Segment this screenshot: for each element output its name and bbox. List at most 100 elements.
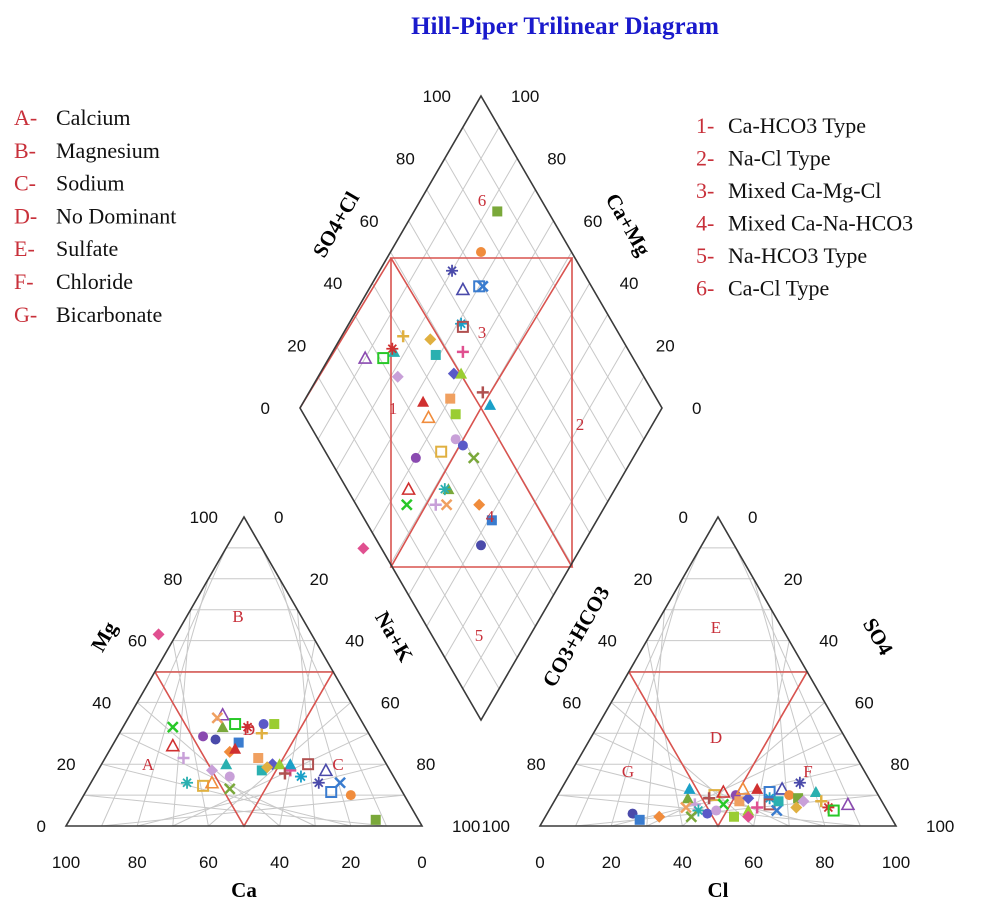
anion-data-point <box>770 804 783 817</box>
cation-data-point <box>261 761 274 774</box>
cation-data-point <box>241 721 254 734</box>
anion-zone-lines <box>628 671 809 828</box>
cation-zone-b: B <box>232 607 243 626</box>
cation-right-axis-label: Na+K <box>370 607 418 666</box>
diamond-right-tick: 100 <box>511 87 539 106</box>
cation-data-point <box>216 721 229 733</box>
anion-right-tick: 80 <box>890 755 909 774</box>
anion-right-tick: 20 <box>784 570 803 589</box>
diamond-left-tick: 20 <box>287 337 306 356</box>
legend-cation-key: C- <box>14 171 36 196</box>
diamond-data-point <box>440 498 453 511</box>
anion-zone-g: G <box>622 762 634 781</box>
diamond-left-tick: 0 <box>261 399 270 418</box>
anion-zone-d: D <box>710 728 722 747</box>
diamond-data-point <box>476 280 489 293</box>
diamond-data-point <box>455 281 471 296</box>
cation-data-point <box>345 790 356 801</box>
cation-zone-c: C <box>332 755 343 774</box>
diamond-grid-line <box>317 126 500 440</box>
legend-type-label: Ca-Cl Type <box>728 276 829 301</box>
anion-data-point <box>773 796 784 807</box>
diamond-right-tick: 20 <box>656 337 675 356</box>
cation-data-point <box>312 776 325 789</box>
diamond-data-point <box>377 352 390 365</box>
anion-data-point <box>815 795 828 808</box>
diamond-left-tick: 100 <box>423 87 451 106</box>
diamond-right-tick: 60 <box>583 212 602 231</box>
legend-type-key: 5- <box>696 243 714 268</box>
diamond-data-point <box>476 386 489 399</box>
cation-data-point <box>284 758 297 770</box>
diamond-data-point <box>400 498 413 511</box>
anion-right-tick: 100 <box>926 817 954 836</box>
diamond-data-point <box>438 483 451 496</box>
legend-type-label: Mixed Ca-Mg-Cl <box>728 178 881 203</box>
diamond-grid-line <box>353 189 536 502</box>
cation-data-point <box>205 764 218 777</box>
diamond-data-point <box>473 280 486 293</box>
cation-bottom-tick: 20 <box>341 853 360 872</box>
anion-data-point <box>797 795 810 808</box>
anion-data-point <box>711 805 722 816</box>
cation-left-tick: 100 <box>190 508 218 527</box>
anion-data-point <box>784 790 795 801</box>
diamond-right-axis-label: Ca+Mg <box>601 189 656 260</box>
cation-zone-lines <box>154 671 335 828</box>
diamond-data-point <box>421 409 436 424</box>
cation-data-point <box>220 758 233 770</box>
cation-left-tick: 40 <box>92 693 111 712</box>
anion-left-tick: 0 <box>679 508 688 527</box>
diamond-data-point <box>450 434 461 445</box>
cation-data-point <box>181 776 194 789</box>
cation-data-point <box>223 783 236 795</box>
anion-data-point <box>793 776 806 789</box>
diamond-zone-6: 6 <box>478 191 487 210</box>
anion-zone-e: E <box>711 618 721 637</box>
legend-type-label: Mixed Ca-Na-HCO3 <box>728 211 913 236</box>
diamond-frame <box>299 94 663 722</box>
diamond-grid-line <box>444 158 627 471</box>
anion-data-point <box>692 804 705 817</box>
diamond-zone-5: 5 <box>475 626 484 645</box>
anion-bottom-tick: 80 <box>815 853 834 872</box>
legend-type-label: Ca-HCO3 Type <box>728 113 866 138</box>
diamond-right-tick: 0 <box>692 399 701 418</box>
diamond-data-point <box>429 498 442 511</box>
cation-data-point <box>152 628 165 641</box>
cation-data-point <box>211 711 224 724</box>
anion-data-point <box>681 792 694 804</box>
legend-cation-label: Sulfate <box>56 236 118 261</box>
diamond-data-point <box>410 452 421 463</box>
legend-type-label: Na-Cl Type <box>728 146 831 171</box>
anion-data-point <box>715 784 731 798</box>
cation-data-point <box>197 779 210 792</box>
anion-data-point <box>793 793 804 804</box>
cation-data-point <box>318 762 334 777</box>
anion-data-point <box>703 792 716 805</box>
diamond-data-point <box>457 440 468 451</box>
cation-bottom-tick: 40 <box>270 853 289 872</box>
diamond-data-point <box>435 445 448 458</box>
diamond-data-point <box>357 542 370 555</box>
diamond-data-point <box>484 398 497 410</box>
diamond-data-point <box>473 498 486 511</box>
cation-bottom-tick: 100 <box>52 853 80 872</box>
legend-cation-key: D- <box>14 203 37 228</box>
anion-left-tick: 40 <box>598 632 617 651</box>
anion-bottom-tick: 40 <box>673 853 692 872</box>
anion-right-tick: 40 <box>819 632 838 651</box>
cation-right-tick: 100 <box>452 817 480 836</box>
cation-data-point <box>256 765 267 776</box>
anion-right-axis-label: SO4 <box>858 614 898 660</box>
cation-data-point <box>233 737 244 748</box>
anion-data-point <box>809 786 822 798</box>
diamond-data-point <box>397 330 410 343</box>
diamond-grid-line <box>426 189 609 502</box>
legend-cation-key: B- <box>14 138 36 163</box>
anion-data-point <box>790 801 803 814</box>
diamond-data-point <box>455 367 468 379</box>
diamond-data-point <box>446 264 459 277</box>
diamond-left-tick: 60 <box>360 212 379 231</box>
